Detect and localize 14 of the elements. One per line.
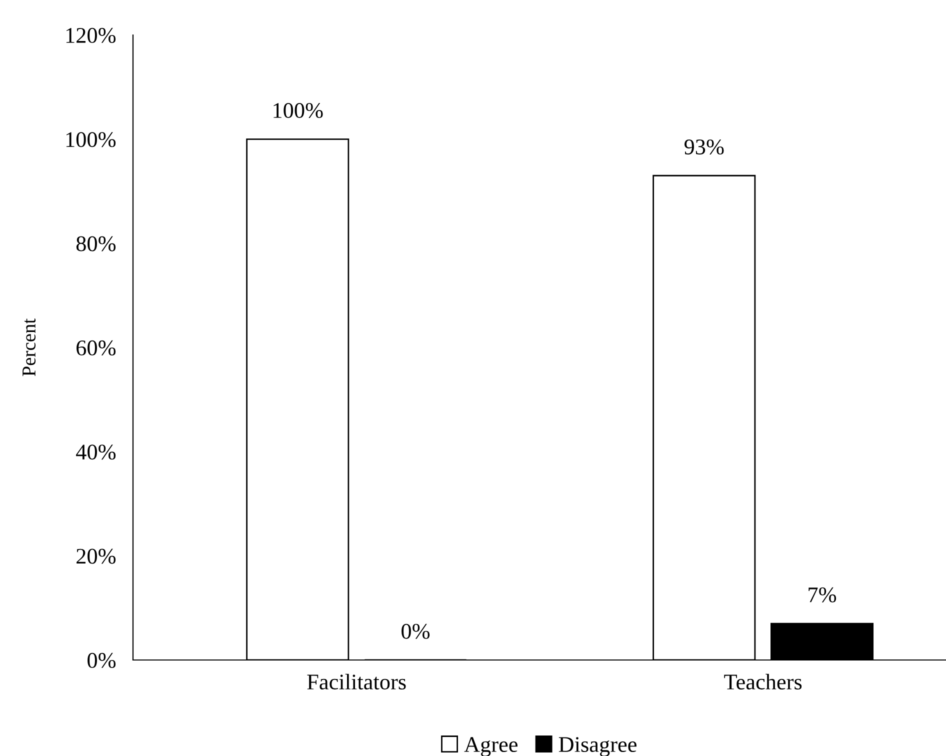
data-label: 7% bbox=[808, 587, 836, 602]
y-tick-label: 20% bbox=[76, 548, 116, 564]
data-label: 100% bbox=[274, 102, 323, 118]
y-axis-title: Percent bbox=[22, 318, 36, 376]
y-tick-label: 60% bbox=[76, 340, 116, 356]
y-tick-label: 0% bbox=[88, 652, 116, 668]
y-tick-label: 40% bbox=[76, 444, 116, 460]
y-tick-label: 120% bbox=[66, 28, 116, 43]
data-label: 93% bbox=[684, 139, 724, 155]
y-tick-label: 80% bbox=[76, 236, 116, 252]
y-tick-label: 100% bbox=[66, 132, 116, 148]
data-label: 0% bbox=[402, 624, 430, 639]
x-tick-label: Teachers bbox=[724, 674, 802, 690]
x-tick-label: Facilitators bbox=[307, 674, 406, 690]
